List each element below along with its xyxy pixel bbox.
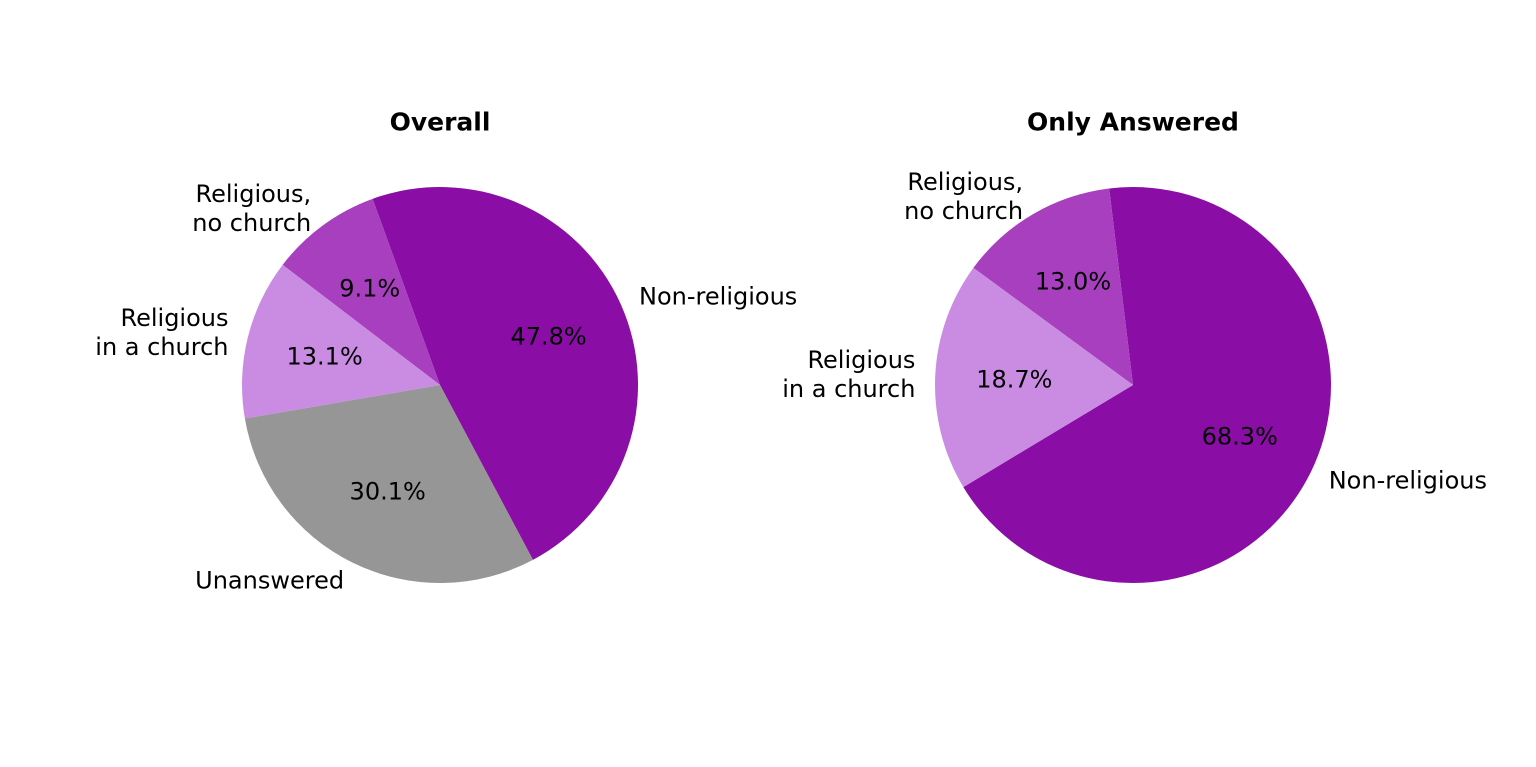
pie-slice-religious-no-church — [973, 188, 1133, 385]
slice-label-religious-in-a-church: Religious in a church — [95, 304, 229, 362]
pie-slice-non-religious — [963, 186, 1331, 583]
pie-slice-non-religious — [372, 186, 639, 560]
chart-title-overall: Overall — [389, 107, 491, 137]
slice-label-religious-in-a-church: Religious in a church — [782, 346, 916, 404]
slice-label-non-religious: Non-religious — [1328, 466, 1487, 495]
pct-label-13-1: 13.1% — [286, 342, 363, 371]
pct-label-18-7: 18.7% — [976, 365, 1053, 394]
pie-slice-religious-in-a-church — [935, 267, 1133, 488]
pct-label-13-0: 13.0% — [1034, 267, 1112, 296]
pie-slice-religious-in-a-church — [242, 264, 440, 419]
slice-label-unanswered: Unanswered — [195, 566, 345, 595]
slice-label-religious-no-church: Religious, no church — [904, 167, 1024, 225]
pie-overall — [242, 186, 639, 583]
pie-slice-unanswered — [244, 385, 533, 583]
slice-label-non-religious: Non-religious — [639, 282, 798, 311]
pie-slice-religious-no-church — [282, 198, 440, 385]
pct-label-47-8: 47.8% — [510, 322, 587, 351]
pie-only-answered — [935, 186, 1331, 583]
chart-title-only-answered: Only Answered — [1027, 107, 1239, 137]
pct-label-9-1: 9.1% — [339, 274, 401, 303]
slice-label-religious-no-church: Religious, no church — [192, 180, 312, 238]
pct-label-30-1: 30.1% — [349, 477, 426, 506]
pct-label-68-3: 68.3% — [1201, 422, 1278, 451]
